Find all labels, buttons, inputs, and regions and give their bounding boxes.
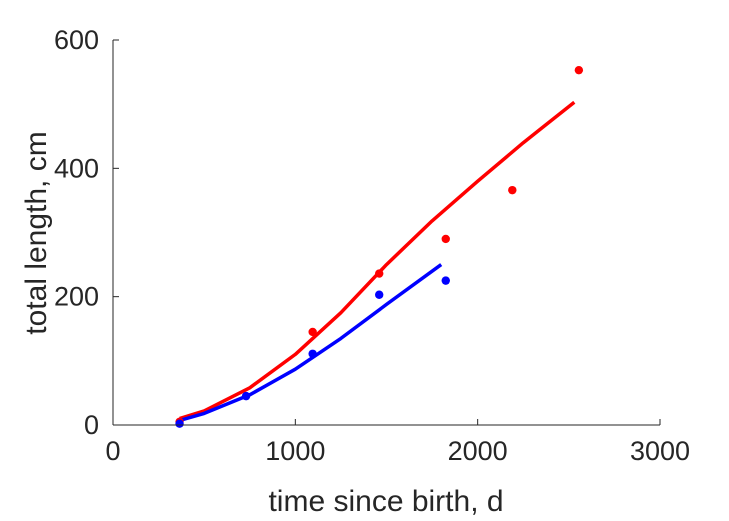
x-tick-label: 2000: [448, 436, 508, 466]
y-tick-label: 0: [84, 410, 99, 440]
fit-line-1: [179, 263, 443, 423]
x-tick-label: 1000: [265, 436, 325, 466]
data-point-0: [441, 234, 450, 244]
data-point-0: [574, 65, 584, 75]
x-axis-title: time since birth, d: [268, 485, 503, 518]
fit-lines: [179, 100, 576, 423]
data-points: [175, 65, 584, 428]
data-point-1: [375, 290, 384, 299]
data-point-0: [375, 269, 384, 278]
x-tick-label: 0: [105, 436, 120, 466]
data-point-1: [241, 391, 251, 401]
data-point-0: [508, 185, 517, 195]
y-tick-label: 600: [54, 25, 99, 55]
x-tick-label: 3000: [630, 436, 690, 466]
y-axis-title: total length, cm: [20, 131, 53, 334]
y-tick-label: 400: [54, 153, 99, 183]
fit-line-0: [179, 100, 576, 421]
data-point-0: [308, 327, 317, 337]
x-ticks: 0 1000 2000 3000: [105, 419, 690, 466]
y-tick-label: 200: [54, 282, 99, 312]
y-ticks: 0 200 400 600: [54, 25, 119, 440]
data-point-1: [441, 276, 450, 285]
data-point-1: [175, 419, 184, 428]
data-point-1: [308, 349, 317, 358]
